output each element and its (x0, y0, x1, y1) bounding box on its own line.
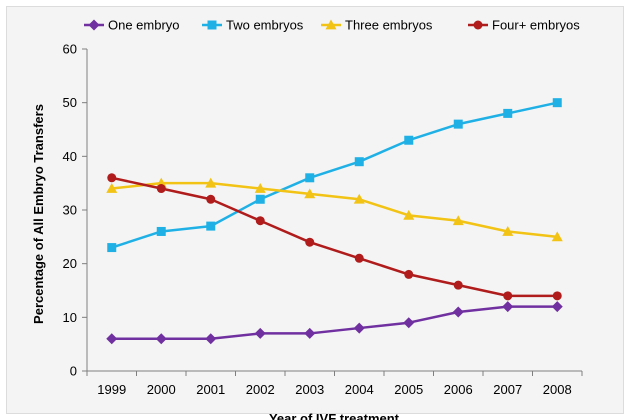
data-point-four-embryos (503, 291, 513, 301)
data-point-four-embryos (255, 216, 265, 226)
y-tick-label: 50 (63, 95, 77, 110)
legend-item-two-embryos: Two embryos (202, 18, 304, 33)
data-point-two-embryos (552, 98, 562, 108)
legend-item-four-embryos: Four+ embryos (468, 18, 580, 33)
legend-item-one-embryo: One embryo (84, 18, 180, 33)
series-line-four-embryos (111, 176, 558, 298)
y-tick-label: 10 (63, 310, 77, 325)
data-point-three-embryos (254, 183, 266, 193)
data-point-one-embryo (205, 333, 217, 345)
data-point-one-embryo (254, 327, 266, 339)
chart-axes: 0 10 20 30 40 50 60 1999 2000 2001 2002 2003 2004 200… (63, 42, 583, 397)
data-point-three-embryos (403, 209, 415, 220)
data-point-three-embryos (502, 225, 514, 236)
x-tick-label: 2003 (295, 382, 324, 397)
data-point-one-embryo (403, 317, 415, 329)
data-point-two-embryos (255, 194, 265, 204)
legend-label: Two embryos (226, 18, 304, 33)
x-tick-label: 2008 (543, 382, 572, 397)
data-point-two-embryos (107, 243, 117, 253)
data-point-three-embryos (452, 215, 464, 226)
data-point-four-embryos (404, 269, 414, 279)
data-point-four-embryos (453, 280, 463, 290)
data-point-one-embryo (452, 306, 464, 318)
legend-item-three-embryos: Three embryos (321, 18, 433, 33)
x-tick-label: 2005 (394, 382, 423, 397)
legend-label: One embryo (108, 18, 180, 33)
data-point-four-embryos (206, 194, 216, 204)
series-line-two-embryos (111, 101, 558, 249)
legend-label: Four+ embryos (492, 18, 580, 33)
x-axis-title: Year of IVF treatment (269, 411, 400, 420)
data-point-two-embryos (503, 108, 513, 118)
legend-swatch-marker (207, 20, 217, 30)
data-point-one-embryo (304, 327, 316, 339)
series-one-embryo (106, 301, 563, 345)
data-point-two-embryos (453, 119, 463, 129)
chart-legend: One embryo Two embryos Three embryos Four+ … (84, 18, 580, 33)
data-point-one-embryo (353, 322, 365, 334)
y-tick-label: 60 (63, 42, 77, 57)
x-tick-label: 2007 (493, 382, 522, 397)
data-point-three-embryos (106, 183, 118, 193)
x-tick-label: 1999 (97, 382, 126, 397)
chart-panel (6, 6, 624, 414)
x-tick-label: 2000 (147, 382, 176, 397)
series-two-embryos (107, 98, 562, 253)
data-point-four-embryos (107, 173, 117, 183)
series-three-embryos (106, 177, 563, 242)
x-tick-label: 2002 (246, 382, 275, 397)
data-point-one-embryo (155, 333, 167, 345)
data-point-one-embryo (551, 301, 563, 313)
data-point-three-embryos (205, 177, 217, 188)
data-point-two-embryos (354, 157, 364, 167)
data-point-four-embryos (354, 253, 364, 263)
data-point-four-embryos (552, 291, 562, 301)
y-axis-title: Percentage of All Embryo Transfers (31, 104, 46, 324)
series-line-three-embryos (111, 181, 558, 239)
legend-swatch-marker (88, 19, 100, 31)
x-tick-label: 2006 (444, 382, 473, 397)
y-tick-label: 30 (63, 203, 77, 218)
legend-swatch-marker (473, 20, 483, 30)
data-point-three-embryos (304, 188, 316, 199)
data-point-four-embryos (305, 237, 315, 247)
y-tick-label: 0 (70, 364, 77, 379)
data-point-two-embryos (156, 226, 166, 236)
data-point-one-embryo (502, 301, 514, 313)
data-point-four-embryos (156, 184, 166, 194)
data-point-three-embryos (551, 231, 563, 242)
series-line-one-embryo (111, 305, 558, 341)
series-layer (106, 98, 563, 345)
data-point-one-embryo (106, 333, 118, 345)
x-tick-label: 2001 (196, 382, 225, 397)
legend-label: Three embryos (345, 18, 433, 33)
series-four-embryos (107, 173, 562, 301)
y-tick-label: 20 (63, 256, 77, 271)
legend-swatch-marker (325, 19, 337, 30)
data-point-two-embryos (206, 221, 216, 231)
y-tick-label: 40 (63, 149, 77, 164)
data-point-two-embryos (404, 135, 414, 145)
data-point-two-embryos (305, 173, 315, 183)
data-point-three-embryos (353, 193, 365, 204)
x-tick-label: 2004 (345, 382, 374, 397)
